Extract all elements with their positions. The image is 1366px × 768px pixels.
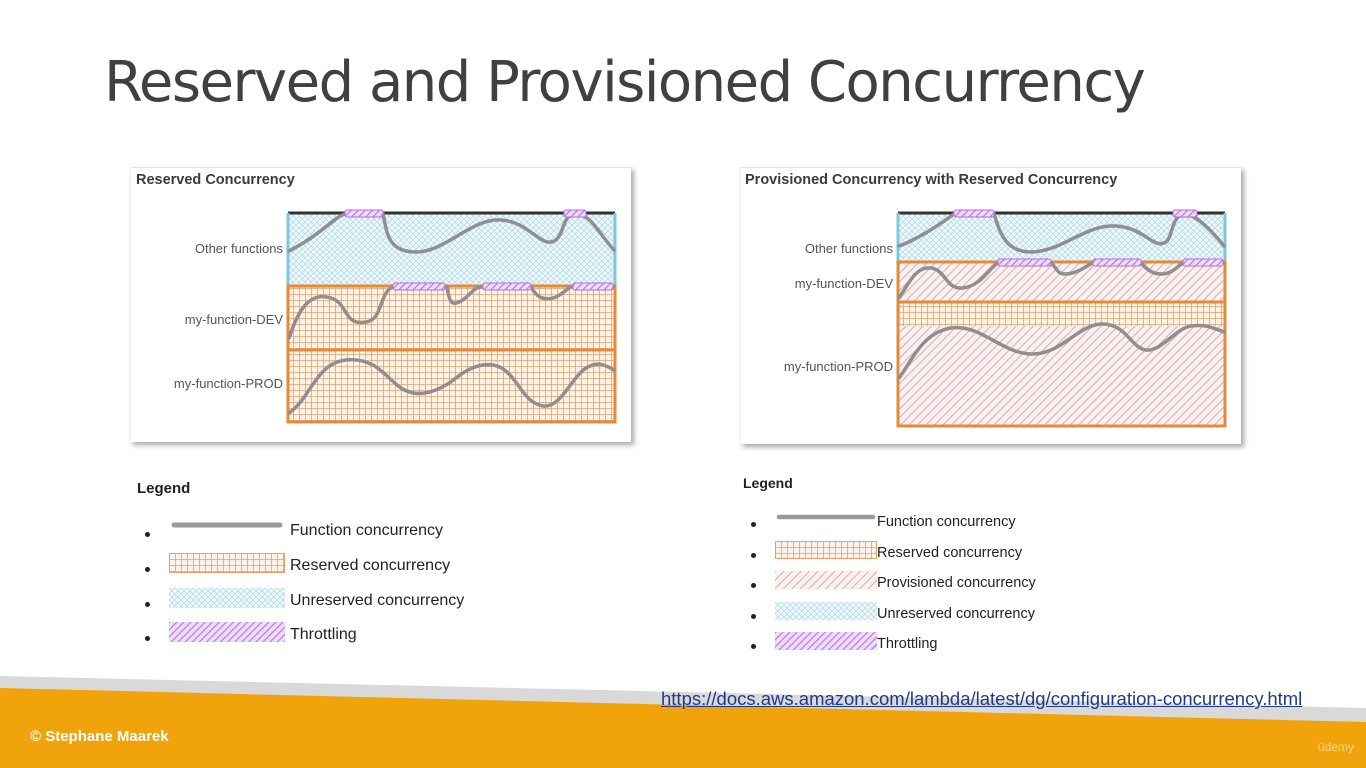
reserved-concurrency-diagram: Reserved Concurrency Other functions my-… xyxy=(130,167,631,442)
throttling-hatch-pattern-icon xyxy=(169,622,285,642)
throttling-marker xyxy=(1092,258,1142,267)
function-concurrency-prod xyxy=(287,358,616,415)
row-label-other-functions: Other functions xyxy=(804,241,893,256)
throttling-marker xyxy=(997,258,1052,267)
prod-reserved-border xyxy=(286,348,617,424)
throttling-marker xyxy=(482,282,532,291)
source-documentation-link[interactable]: https://docs.aws.amazon.com/lambda/lates… xyxy=(661,688,1303,709)
bullet-icon xyxy=(751,583,756,588)
row-label-my-function-dev: my-function-DEV xyxy=(184,312,283,327)
bullet-icon xyxy=(751,553,756,558)
reserved-grid-pattern-icon xyxy=(169,553,285,573)
my-function-dev-provisioned-region xyxy=(898,262,1225,302)
provisioned-hatch-pattern-icon xyxy=(775,571,877,589)
my-function-dev-region xyxy=(288,286,615,350)
bullet-icon xyxy=(751,522,756,527)
prod-reserved-border xyxy=(896,300,1227,428)
diagram-title: Provisioned Concurrency with Reserved Co… xyxy=(745,172,1118,188)
throttling-marker xyxy=(1172,209,1198,218)
legend-reserved: Legend Function concurrency Reserved con… xyxy=(137,480,464,643)
legend-label: Function concurrency xyxy=(290,522,443,539)
function-concurrency-dev xyxy=(897,261,1225,300)
bullet-icon xyxy=(751,614,756,619)
function-concurrency-line-icon xyxy=(776,514,876,520)
legend-label: Throttling xyxy=(877,636,938,652)
function-concurrency-prod xyxy=(897,322,1226,380)
my-function-prod-reserved-region xyxy=(898,302,1225,326)
legend-label: Unreserved concurrency xyxy=(877,606,1035,622)
footer-orange-band xyxy=(0,688,1366,768)
slide-title: Reserved and Provisioned Concurrency xyxy=(104,50,1146,115)
unreserved-crosshatch-pattern-icon xyxy=(775,602,877,620)
legend-label: Throttling xyxy=(290,626,357,643)
throttling-marker xyxy=(572,282,614,291)
legend-title: Legend xyxy=(743,475,793,491)
throttling-marker xyxy=(392,282,446,291)
legend-label: Function concurrency xyxy=(877,514,1016,530)
function-concurrency-dev xyxy=(287,285,615,340)
legend-label: Reserved concurrency xyxy=(877,545,1023,561)
row-label-my-function-prod: my-function-PROD xyxy=(173,376,283,391)
bullet-icon xyxy=(145,636,150,641)
legend-label: Unreserved concurrency xyxy=(290,592,465,609)
provisioned-concurrency-diagram: Provisioned Concurrency with Reserved Co… xyxy=(740,167,1241,444)
throttling-hatch-pattern-icon xyxy=(775,632,877,650)
unreserved-crosshatch-pattern-icon xyxy=(169,588,285,608)
diagram-title: Reserved Concurrency xyxy=(136,172,295,188)
udemy-watermark-logo: ūdemy xyxy=(1317,740,1354,754)
reserved-grid-pattern-icon xyxy=(775,541,877,559)
function-concurrency-line-icon xyxy=(171,522,283,528)
reserved-concurrency-chart xyxy=(286,209,617,424)
row-label-my-function-prod: my-function-PROD xyxy=(783,359,893,374)
throttling-marker xyxy=(563,209,587,218)
bullet-icon xyxy=(145,602,150,607)
provisioned-concurrency-chart xyxy=(896,209,1227,428)
row-label-my-function-dev: my-function-DEV xyxy=(794,276,893,291)
throttling-marker xyxy=(953,209,995,218)
bullet-icon xyxy=(145,567,150,572)
other-functions-region xyxy=(288,213,615,286)
bullet-icon xyxy=(145,532,150,537)
row-label-other-functions: Other functions xyxy=(194,241,283,256)
legend-title: Legend xyxy=(137,480,191,497)
copyright-text: © Stephane Maarek xyxy=(30,728,169,745)
throttling-marker xyxy=(1182,258,1224,267)
throttling-marker xyxy=(344,209,384,218)
legend-label: Reserved concurrency xyxy=(290,557,451,574)
legend-provisioned: Legend Function concurrency Reserved con… xyxy=(743,475,1036,652)
bullet-icon xyxy=(751,644,756,649)
legend-label: Provisioned concurrency xyxy=(877,575,1036,591)
